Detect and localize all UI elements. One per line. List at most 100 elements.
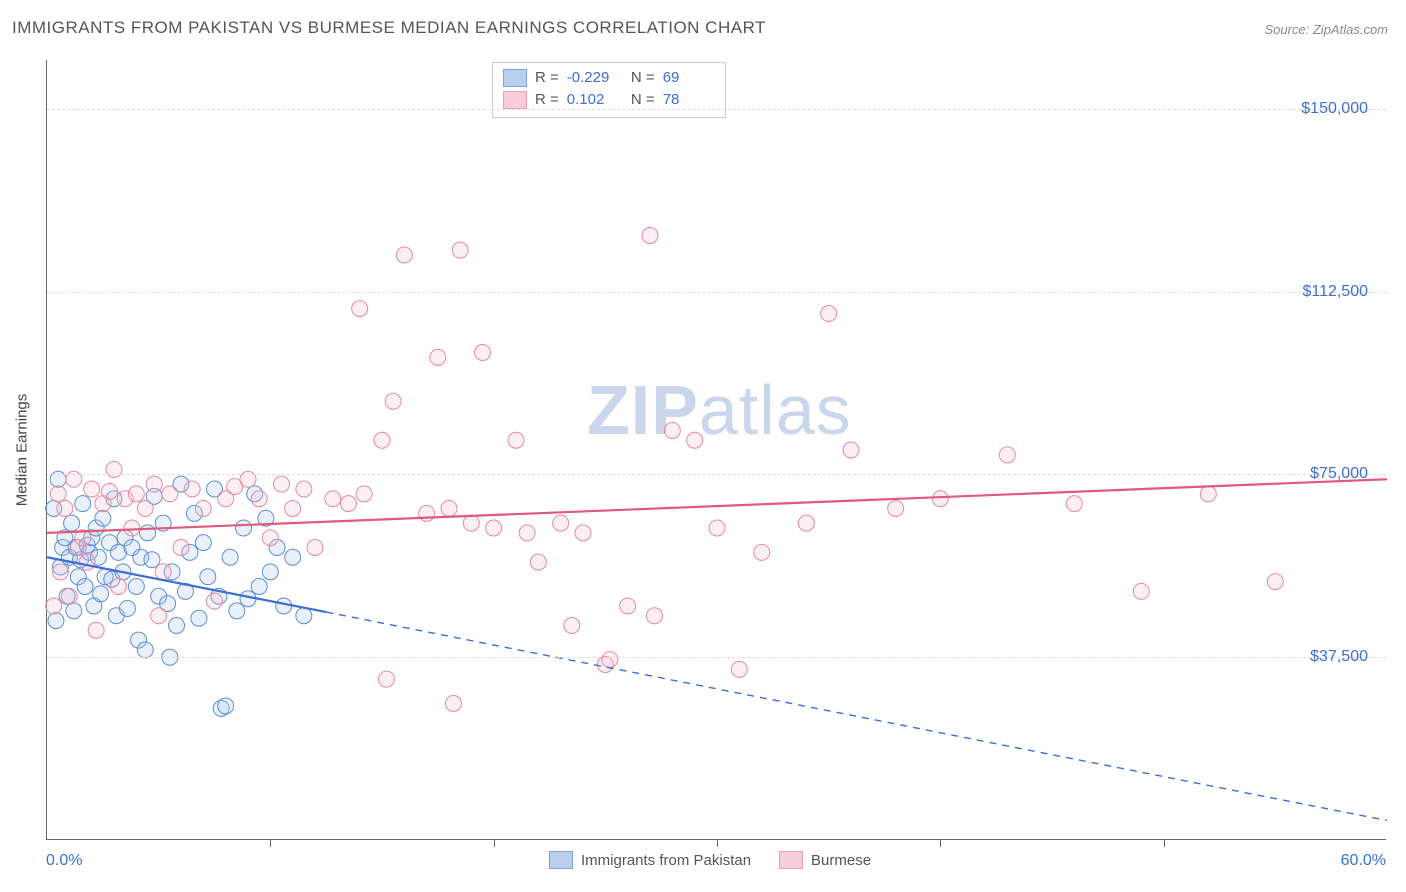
swatch-pakistan — [549, 851, 573, 869]
legend-corr-row-pakistan: R =-0.229 N =69 — [503, 67, 715, 89]
x-tick — [940, 839, 941, 847]
point-burmese — [821, 306, 837, 322]
point-burmese — [575, 525, 591, 541]
point-burmese — [430, 349, 446, 365]
point-burmese — [52, 564, 68, 580]
point-burmese — [184, 481, 200, 497]
point-pakistan — [218, 698, 234, 714]
point-burmese — [463, 515, 479, 531]
point-burmese — [285, 501, 301, 517]
point-burmese — [173, 540, 189, 556]
point-burmese — [378, 671, 394, 687]
point-burmese — [530, 554, 546, 570]
point-pakistan — [236, 520, 252, 536]
point-burmese — [1267, 574, 1283, 590]
point-burmese — [564, 618, 580, 634]
point-pakistan — [119, 600, 135, 616]
point-burmese — [798, 515, 814, 531]
point-burmese — [102, 483, 118, 499]
point-burmese — [251, 491, 267, 507]
point-burmese — [486, 520, 502, 536]
point-pakistan — [191, 610, 207, 626]
point-pakistan — [285, 549, 301, 565]
point-pakistan — [222, 549, 238, 565]
point-burmese — [151, 608, 167, 624]
point-pakistan — [296, 608, 312, 624]
point-burmese — [508, 432, 524, 448]
y-tick-label: $75,000 — [1310, 465, 1368, 483]
point-burmese — [46, 598, 62, 614]
point-burmese — [274, 476, 290, 492]
legend-item-pakistan: Immigrants from Pakistan — [549, 851, 751, 869]
r-label: R = — [535, 67, 559, 89]
source-label: Source: ZipAtlas.com — [1264, 22, 1388, 37]
point-pakistan — [64, 515, 80, 531]
point-burmese — [731, 661, 747, 677]
point-burmese — [385, 393, 401, 409]
point-burmese — [374, 432, 390, 448]
point-burmese — [932, 491, 948, 507]
point-burmese — [1200, 486, 1216, 502]
point-burmese — [341, 496, 357, 512]
y-tick-label: $150,000 — [1301, 100, 1368, 118]
point-burmese — [162, 486, 178, 502]
point-burmese — [999, 447, 1015, 463]
point-pakistan — [140, 525, 156, 541]
r-label: R = — [535, 89, 559, 111]
x-tick — [717, 839, 718, 847]
point-burmese — [155, 564, 171, 580]
point-burmese — [146, 476, 162, 492]
point-pakistan — [95, 510, 111, 526]
swatch-pakistan — [503, 69, 527, 87]
point-pakistan — [262, 564, 278, 580]
swatch-burmese — [779, 851, 803, 869]
n-value: 69 — [663, 67, 715, 89]
point-burmese — [57, 501, 73, 517]
legend-label: Burmese — [811, 852, 871, 869]
point-burmese — [61, 588, 77, 604]
plot-svg — [47, 60, 1386, 839]
point-burmese — [620, 598, 636, 614]
point-burmese — [84, 481, 100, 497]
point-pakistan — [195, 535, 211, 551]
point-pakistan — [251, 579, 267, 595]
point-pakistan — [66, 603, 82, 619]
point-burmese — [307, 540, 323, 556]
x-max-label: 60.0% — [1341, 852, 1386, 870]
point-burmese — [1066, 496, 1082, 512]
point-burmese — [124, 520, 140, 536]
x-min-label: 0.0% — [46, 852, 82, 870]
point-burmese — [602, 652, 618, 668]
point-burmese — [296, 481, 312, 497]
point-burmese — [396, 247, 412, 263]
chart-container: IMMIGRANTS FROM PAKISTAN VS BURMESE MEDI… — [0, 0, 1406, 892]
point-burmese — [888, 501, 904, 517]
n-value: 78 — [663, 89, 715, 111]
x-tick — [1164, 839, 1165, 847]
point-burmese — [128, 486, 144, 502]
point-burmese — [642, 228, 658, 244]
x-tick — [270, 839, 271, 847]
point-burmese — [262, 530, 278, 546]
point-burmese — [843, 442, 859, 458]
point-burmese — [352, 301, 368, 317]
chart-title: IMMIGRANTS FROM PAKISTAN VS BURMESE MEDI… — [12, 18, 766, 38]
point-burmese — [137, 501, 153, 517]
y-axis-label: Median Earnings — [14, 394, 31, 507]
gridline-h — [47, 109, 1386, 110]
legend-series: Immigrants from Pakistan Burmese — [549, 851, 871, 869]
point-burmese — [687, 432, 703, 448]
n-label: N = — [627, 89, 655, 111]
legend-item-burmese: Burmese — [779, 851, 871, 869]
point-pakistan — [75, 496, 91, 512]
point-burmese — [88, 622, 104, 638]
point-pakistan — [128, 579, 144, 595]
point-pakistan — [200, 569, 216, 585]
point-burmese — [50, 486, 66, 502]
legend-label: Immigrants from Pakistan — [581, 852, 751, 869]
legend-corr-row-burmese: R =0.102 N =78 — [503, 89, 715, 111]
point-pakistan — [137, 642, 153, 658]
point-burmese — [195, 501, 211, 517]
x-tick — [494, 839, 495, 847]
point-pakistan — [276, 598, 292, 614]
